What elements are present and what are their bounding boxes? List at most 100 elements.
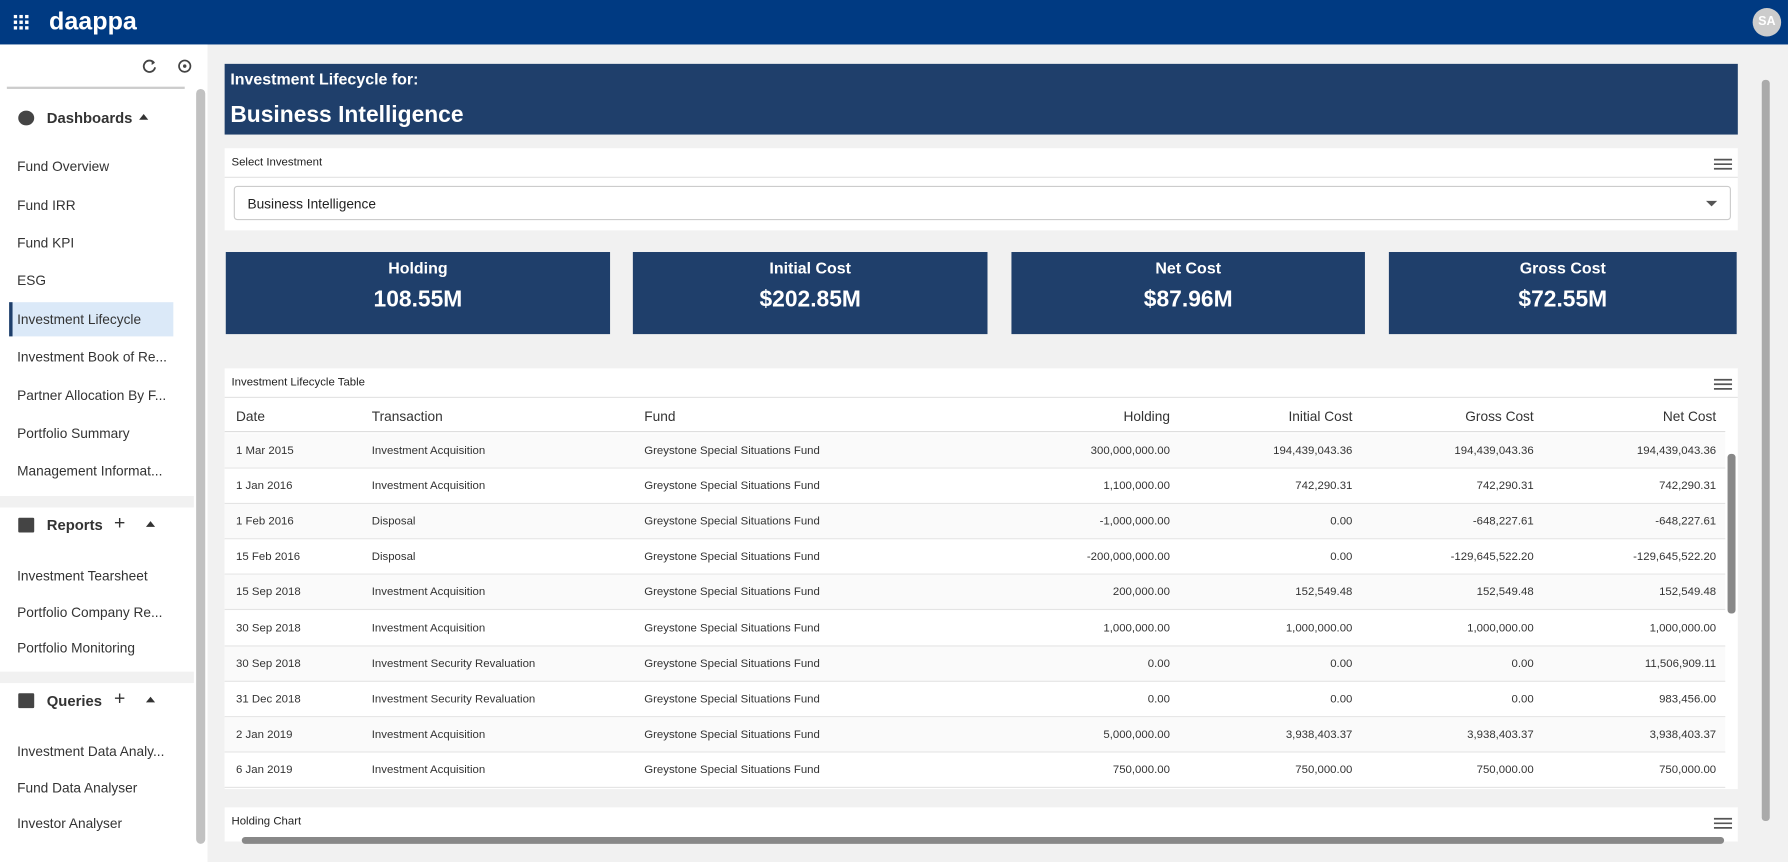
- panel-title: Holding Chart: [231, 815, 302, 828]
- table-cell: Investment Acquisition: [371, 622, 486, 635]
- table-cell: 15 Sep 2018: [236, 586, 301, 600]
- collapse-icon: [139, 114, 149, 120]
- nav-item[interactable]: ESG: [17, 272, 47, 289]
- table-cell: Greystone Special Situations Fund: [644, 657, 820, 671]
- column-header[interactable]: Transaction: [371, 408, 443, 425]
- nav-item[interactable]: Investor Analyser: [17, 815, 123, 832]
- logo[interactable]: daappa: [49, 6, 137, 36]
- table-cell: 750,000.00: [1476, 763, 1534, 777]
- table-cell: Greystone Special Situations Fund: [644, 763, 820, 777]
- table-cell: 194,439,043.36: [1636, 444, 1717, 458]
- kpi-value: $202.85M: [759, 287, 861, 313]
- table-cell: Investment Security Revaluation: [371, 692, 536, 706]
- table-header-row: [224, 398, 1726, 433]
- column-header[interactable]: Initial Cost: [1288, 408, 1353, 425]
- panel-title: Investment Lifecycle Table: [231, 376, 366, 389]
- menu-icon[interactable]: [1713, 157, 1733, 171]
- table-cell: 0.00: [1147, 692, 1170, 706]
- table-scrollbar: [1727, 453, 1736, 614]
- table-cell: Disposal: [371, 551, 416, 564]
- nav-item[interactable]: Management Informat...: [17, 462, 163, 479]
- table-cell: 194,439,043.36: [1273, 444, 1353, 458]
- table-cell: Greystone Special Situations Fund: [644, 728, 820, 741]
- table-cell: -129,645,522.20: [1633, 551, 1717, 564]
- table-cell: 1,000,000.00: [1285, 622, 1353, 635]
- kpi-label: Gross Cost: [1519, 258, 1606, 278]
- column-header[interactable]: Gross Cost: [1465, 408, 1534, 425]
- table-cell: 6 Jan 2019: [236, 763, 293, 777]
- table-cell: 1,000,000.00: [1467, 622, 1534, 635]
- apps-icon[interactable]: [13, 14, 29, 30]
- menu-icon[interactable]: [1713, 377, 1733, 391]
- column-header[interactable]: Date: [236, 408, 265, 425]
- section-title[interactable]: Reports: [46, 516, 103, 534]
- add-button: +: [114, 511, 126, 534]
- sidebar-tools[interactable]: [141, 58, 196, 74]
- nav-item[interactable]: Fund KPI: [17, 234, 75, 251]
- column-header[interactable]: Fund: [644, 408, 676, 425]
- table-cell: -648,227.61: [1655, 515, 1717, 529]
- table-cell: 2 Jan 2019: [236, 728, 293, 741]
- divider: [224, 396, 1738, 398]
- divider: [224, 176, 1738, 178]
- table-cell: 152,549.48: [1476, 586, 1534, 600]
- collapse-icon: [145, 696, 156, 703]
- table-cell: Investment Acquisition: [371, 763, 486, 777]
- table-cell: 0.00: [1147, 657, 1170, 671]
- menu-icon[interactable]: [1713, 816, 1733, 830]
- table-cell: 750,000.00: [1659, 763, 1717, 777]
- nav-item[interactable]: Portfolio Monitoring: [17, 639, 136, 656]
- table-cell: 742,290.31: [1476, 480, 1534, 493]
- column-header[interactable]: Holding: [1123, 408, 1170, 425]
- section-title[interactable]: Queries: [46, 692, 102, 710]
- nav-item[interactable]: Fund IRR: [17, 197, 76, 214]
- selected-value: Business Intelligence: [247, 196, 376, 213]
- investment-select[interactable]: Business Intelligence: [233, 185, 1731, 221]
- table-cell: Greystone Special Situations Fund: [644, 586, 820, 600]
- nav-item[interactable]: Investment Data Analy...: [17, 743, 165, 760]
- table-cell: 15 Feb 2016: [236, 551, 301, 564]
- table-cell: 0.00: [1330, 692, 1353, 706]
- nav-item[interactable]: Fund Data Analyser: [17, 779, 138, 796]
- table-cell: 0.00: [1330, 551, 1353, 564]
- kpi-label: Initial Cost: [769, 258, 851, 278]
- table-cell: 742,290.31: [1659, 480, 1717, 493]
- nav-item[interactable]: Investment Lifecycle: [17, 311, 142, 328]
- table-cell: 0.00: [1330, 657, 1353, 671]
- table-row: [224, 717, 1726, 753]
- table-row: [224, 504, 1726, 540]
- table-cell: Disposal: [371, 515, 416, 529]
- table-panel: Investment Lifecycle Table Date Transacti…: [224, 368, 1738, 790]
- nav-item[interactable]: Investment Tearsheet: [17, 567, 148, 584]
- table-cell: 300,000,000.00: [1090, 444, 1170, 458]
- table-cell: Greystone Special Situations Fund: [644, 692, 820, 706]
- h-scrollbar: [241, 836, 1725, 844]
- kpi-value: 108.55M: [373, 287, 463, 313]
- section-icon: [18, 110, 35, 126]
- nav-item[interactable]: Fund Overview: [17, 158, 110, 175]
- nav-item[interactable]: Portfolio Summary: [17, 425, 130, 442]
- table-cell: Greystone Special Situations Fund: [644, 551, 820, 564]
- chart-panel: Holding Chart: [224, 807, 1738, 842]
- v-scrollbar: [1761, 79, 1770, 822]
- table-row: [224, 539, 1726, 576]
- table-cell: 0.00: [1330, 515, 1353, 529]
- table-cell: 11,506,909.11: [1644, 657, 1717, 671]
- column-header[interactable]: Net Cost: [1662, 408, 1717, 425]
- nav-item[interactable]: Partner Allocation By F...: [17, 387, 167, 404]
- nav-item[interactable]: Investment Book of Re...: [17, 348, 167, 365]
- table-row: [224, 468, 1726, 505]
- nav-item[interactable]: Portfolio Company Re...: [17, 604, 163, 621]
- kpi-card: Initial Cost $202.85M: [632, 252, 988, 335]
- avatar[interactable]: SA: [1752, 7, 1782, 37]
- banner-label: Investment Lifecycle for:: [230, 69, 419, 88]
- table-cell: 983,456.00: [1659, 692, 1717, 706]
- section-title[interactable]: Dashboards: [46, 109, 133, 127]
- table-cell: 5,000,000.00: [1103, 728, 1170, 741]
- table-cell: Greystone Special Situations Fund: [644, 444, 820, 458]
- table-cell: 1,100,000.00: [1103, 480, 1170, 493]
- sidebar: Dashboards Fund Overview Fund IRR Fund KPI E…: [0, 44, 208, 862]
- table-cell: 0.00: [1511, 657, 1534, 671]
- section-gap: [0, 671, 194, 684]
